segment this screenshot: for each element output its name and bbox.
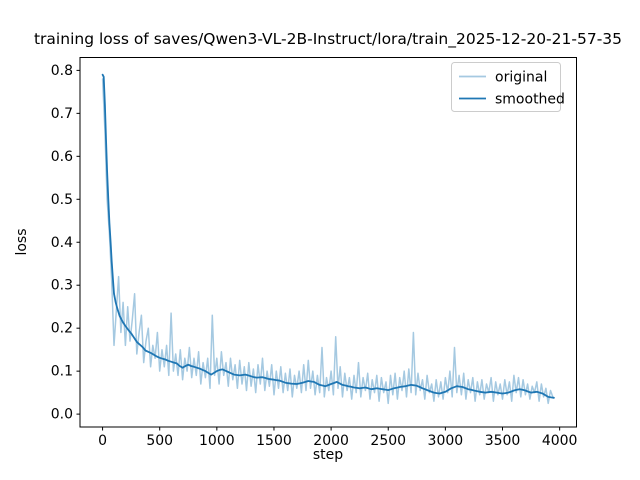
x-tick-label: 1000 — [199, 433, 235, 449]
smoothed-line — [101, 73, 555, 399]
y-tick-label: 0.6 — [51, 149, 73, 165]
x-tick-label: 2500 — [370, 433, 406, 449]
legend-label-original: original — [495, 70, 547, 86]
y-tick-label: 0.5 — [51, 192, 73, 208]
y-tick-label: 0.7 — [51, 106, 73, 122]
y-tick-label: 0.3 — [51, 278, 73, 294]
x-tick-label: 4000 — [542, 433, 578, 449]
y-axis-label: loss — [14, 228, 30, 255]
x-tick-label: 1500 — [256, 433, 292, 449]
y-axis-ticks: 0.0 0.1 0.2 0.3 0.4 0.5 0.6 0.7 0.8 — [51, 63, 80, 423]
legend-label-smoothed: smoothed — [495, 92, 565, 108]
x-axis-label: step — [313, 447, 343, 463]
original-line — [101, 78, 554, 405]
x-axis-ticks: 0 500 1000 1500 2000 2500 3000 3500 4000 — [98, 427, 577, 449]
x-tick-label: 0 — [98, 433, 107, 449]
y-tick-label: 0.2 — [51, 321, 73, 337]
chart-series — [101, 73, 555, 405]
y-tick-label: 0.1 — [51, 364, 73, 380]
x-tick-label: 500 — [146, 433, 173, 449]
chart-title: training loss of saves/Qwen3-VL-2B-Instr… — [33, 30, 623, 48]
x-tick-label: 2000 — [313, 433, 349, 449]
y-tick-label: 0.4 — [51, 235, 73, 251]
y-tick-label: 0.8 — [51, 63, 73, 79]
y-tick-label: 0.0 — [51, 407, 73, 423]
legend: original smoothed — [451, 62, 565, 112]
axes-frame — [79, 57, 577, 428]
x-tick-label: 3000 — [428, 433, 464, 449]
x-tick-label: 3500 — [485, 433, 521, 449]
